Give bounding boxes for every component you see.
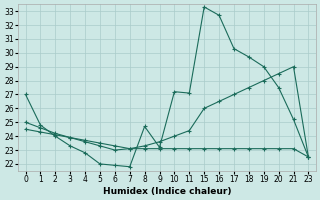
X-axis label: Humidex (Indice chaleur): Humidex (Indice chaleur) (103, 187, 231, 196)
